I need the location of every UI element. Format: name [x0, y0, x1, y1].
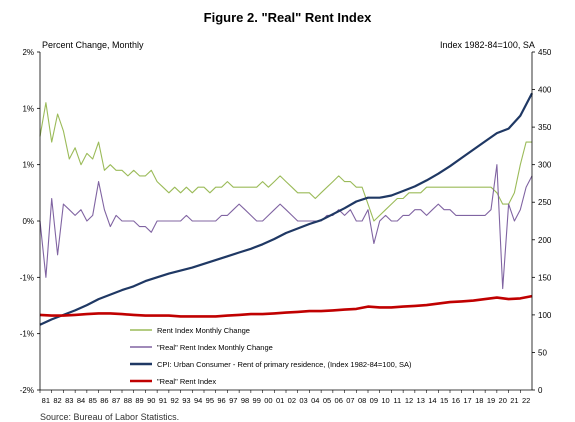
x-tick-label: 85: [89, 396, 97, 405]
left-tick-label: 2%: [22, 48, 34, 57]
x-tick-label: 91: [159, 396, 167, 405]
series-line-3: [39, 92, 533, 326]
x-tick-label: 10: [381, 396, 389, 405]
series-line-2: [39, 164, 533, 290]
x-tick-label: 83: [65, 396, 73, 405]
right-axis-label: Index 1982-84=100, SA: [440, 40, 535, 50]
right-tick-label: 150: [538, 273, 552, 282]
x-tick-label: 00: [264, 396, 272, 405]
x-tick-label: 88: [124, 396, 132, 405]
x-tick-label: 05: [323, 396, 331, 405]
x-tick-label: 18: [475, 396, 483, 405]
chart-legend: Rent Index Monthly Change "Real" Rent Ind…: [130, 326, 412, 386]
x-tick-label: 13: [417, 396, 425, 405]
x-tick-label: 19: [487, 396, 495, 405]
x-tick-label: 01: [276, 396, 284, 405]
series-line-4: [39, 294, 533, 318]
right-tick-label: 200: [538, 236, 552, 245]
legend-label: "Real" Rent Index: [157, 377, 216, 386]
x-tick-label: 11: [393, 396, 401, 405]
x-tick-label: 89: [135, 396, 143, 405]
right-tick-label: 450: [538, 48, 552, 57]
right-tick-label: 100: [538, 311, 552, 320]
right-tick-label: 0: [538, 386, 543, 395]
x-tick-label: 20: [499, 396, 507, 405]
x-tick-label: 81: [42, 396, 50, 405]
x-tick-label: 21: [510, 396, 518, 405]
x-tick-label: 96: [217, 396, 225, 405]
x-tick-label: 97: [229, 396, 237, 405]
x-tick-label: 98: [241, 396, 249, 405]
x-tick-label: 92: [171, 396, 179, 405]
x-tick-label: 12: [405, 396, 413, 405]
x-tick-label: 16: [452, 396, 460, 405]
chart-title: Figure 2. "Real" Rent Index: [203, 10, 372, 25]
x-tick-label: 14: [428, 396, 436, 405]
x-tick-label: 93: [182, 396, 190, 405]
left-tick-label: 0%: [22, 217, 34, 226]
x-tick-label: 86: [100, 396, 108, 405]
legend-label: Rent Index Monthly Change: [157, 326, 250, 335]
right-tick-label: 50: [538, 348, 547, 357]
x-tick-label: 08: [358, 396, 366, 405]
x-tick-label: 82: [53, 396, 61, 405]
left-tick-label: 1%: [22, 104, 34, 113]
x-tick-label: 15: [440, 396, 448, 405]
x-tick-label: 99: [253, 396, 261, 405]
right-tick-label: 350: [538, 123, 552, 132]
left-tick-label: -2%: [20, 386, 34, 395]
x-tick-label: 09: [370, 396, 378, 405]
x-tick-label: 84: [77, 396, 85, 405]
x-tick-label: 17: [463, 396, 471, 405]
legend-label: CPI: Urban Consumer - Rent of primary re…: [157, 360, 412, 369]
x-tick-label: 22: [522, 396, 530, 405]
chart-series-group: [39, 92, 533, 326]
source-note: Source: Bureau of Labor Statistics.: [40, 412, 180, 422]
x-tick-label: 87: [112, 396, 120, 405]
x-tick-label: 06: [335, 396, 343, 405]
right-tick-label: 250: [538, 198, 552, 207]
x-tick-label: 90: [147, 396, 155, 405]
left-axis-label: Percent Change, Monthly: [42, 40, 144, 50]
series-line-1: [39, 102, 532, 222]
left-tick-label: 1%: [22, 161, 34, 170]
x-tick-label: 02: [288, 396, 296, 405]
x-tick-label: 95: [206, 396, 214, 405]
x-tick-label: 07: [346, 396, 354, 405]
right-tick-label: 400: [538, 86, 552, 95]
legend-label: "Real" Rent Index Monthly Change: [157, 343, 273, 352]
x-tick-label: 04: [311, 396, 319, 405]
right-tick-label: 300: [538, 161, 552, 170]
x-tick-label: 03: [299, 396, 307, 405]
left-tick-label: -1%: [20, 273, 34, 282]
chart-axes: 2%1%1%0%-1%-1%-2%45040035030025020015010…: [20, 48, 552, 405]
x-tick-label: 94: [194, 396, 202, 405]
left-tick-label: -1%: [20, 330, 34, 339]
